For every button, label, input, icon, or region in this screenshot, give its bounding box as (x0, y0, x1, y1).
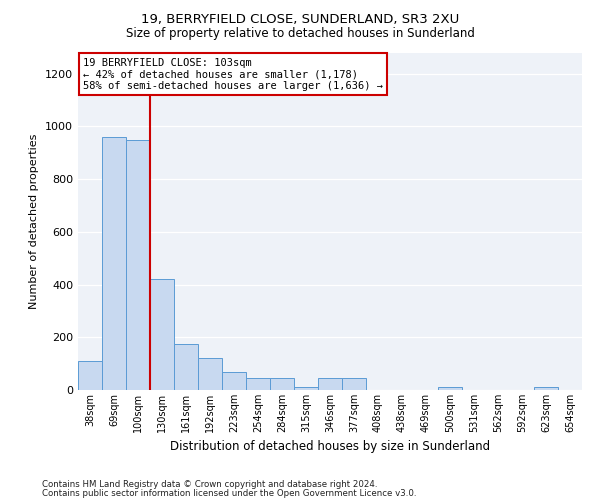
Bar (126, 140, 150, 390)
Bar (222, 372, 246, 390)
Text: 19 BERRYFIELD CLOSE: 103sqm
← 42% of detached houses are smaller (1,178)
58% of : 19 BERRYFIELD CLOSE: 103sqm ← 42% of det… (83, 58, 383, 91)
Bar (294, 388, 318, 390)
X-axis label: Distribution of detached houses by size in Sunderland: Distribution of detached houses by size … (170, 440, 490, 454)
Bar (318, 378, 342, 390)
Bar (150, 280, 174, 390)
Bar (534, 388, 558, 390)
Bar (342, 378, 366, 390)
Bar (438, 388, 462, 390)
Text: Contains public sector information licensed under the Open Government Licence v3: Contains public sector information licen… (42, 489, 416, 498)
Bar (78, 361, 102, 390)
Y-axis label: Number of detached properties: Number of detached properties (29, 134, 40, 309)
Bar (246, 378, 270, 390)
Bar (198, 358, 222, 390)
Bar (270, 378, 294, 390)
Text: Size of property relative to detached houses in Sunderland: Size of property relative to detached ho… (125, 28, 475, 40)
Bar (102, 137, 126, 390)
Bar (174, 344, 198, 390)
Text: 19, BERRYFIELD CLOSE, SUNDERLAND, SR3 2XU: 19, BERRYFIELD CLOSE, SUNDERLAND, SR3 2X… (141, 12, 459, 26)
Text: Contains HM Land Registry data © Crown copyright and database right 2024.: Contains HM Land Registry data © Crown c… (42, 480, 377, 489)
